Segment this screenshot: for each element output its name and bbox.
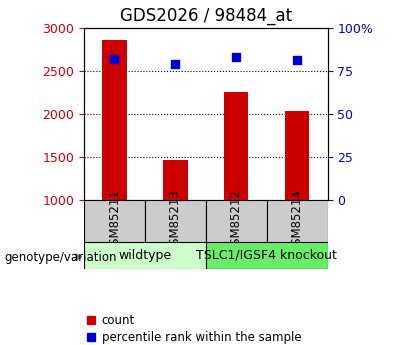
Text: GSM85213: GSM85213 [169, 189, 182, 253]
Point [172, 61, 179, 67]
FancyBboxPatch shape [206, 200, 267, 242]
Text: wildtype: wildtype [118, 249, 171, 262]
Legend: count, percentile rank within the sample: count, percentile rank within the sample [81, 309, 306, 345]
Point [111, 56, 118, 61]
FancyBboxPatch shape [145, 200, 206, 242]
Text: GSM85211: GSM85211 [108, 189, 121, 253]
Text: TSLC1/IGSF4 knockout: TSLC1/IGSF4 knockout [196, 249, 337, 262]
Title: GDS2026 / 98484_at: GDS2026 / 98484_at [120, 7, 292, 25]
Bar [224, 92, 249, 200]
Point [233, 54, 239, 60]
Bar [102, 40, 127, 200]
Text: GSM85212: GSM85212 [230, 189, 243, 253]
Bar [163, 159, 188, 200]
FancyBboxPatch shape [84, 241, 206, 269]
FancyBboxPatch shape [267, 200, 328, 242]
Bar [285, 111, 310, 200]
Text: genotype/variation: genotype/variation [4, 250, 117, 264]
FancyBboxPatch shape [84, 200, 145, 242]
Point [294, 58, 301, 63]
Text: GSM85214: GSM85214 [291, 189, 304, 253]
FancyBboxPatch shape [206, 241, 328, 269]
